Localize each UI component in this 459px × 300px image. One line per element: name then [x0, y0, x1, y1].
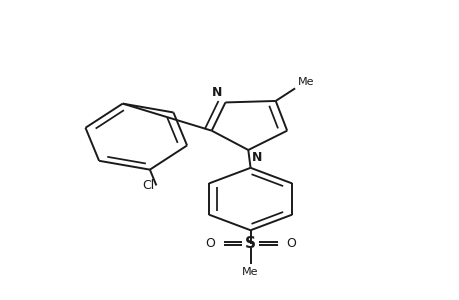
Text: Me: Me — [297, 77, 313, 87]
Text: N: N — [252, 152, 262, 164]
Text: Cl: Cl — [141, 179, 154, 192]
Text: O: O — [285, 237, 295, 250]
Text: O: O — [205, 237, 215, 250]
Text: N: N — [211, 86, 221, 100]
Text: Me: Me — [242, 267, 258, 278]
Text: S: S — [245, 236, 256, 251]
